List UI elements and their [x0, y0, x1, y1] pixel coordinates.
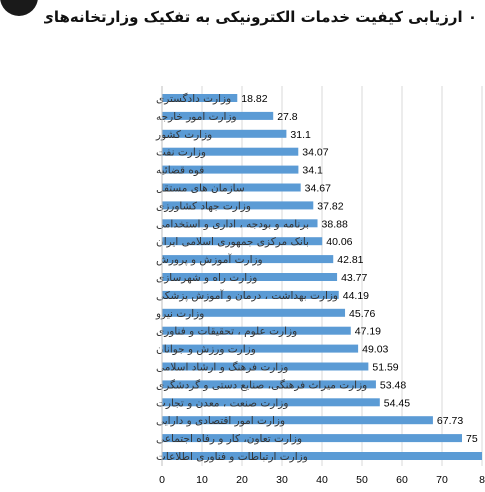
data-label: 51.59 — [372, 362, 398, 374]
category-label: وزارت جهاد کشاورزی — [156, 200, 251, 212]
data-label: 34.07 — [302, 147, 328, 159]
data-label: 38.88 — [322, 218, 348, 230]
x-tick-label: 30 — [276, 474, 288, 486]
data-label: 53.48 — [380, 379, 406, 391]
category-label: وزارت راه و شهرسازی — [156, 272, 257, 284]
category-label: وزارت آموزش و پرورش — [156, 253, 263, 266]
bar — [162, 183, 301, 192]
bar — [162, 255, 334, 264]
category-label: وزارت ارتباطات و فناوری اطلاعات — [156, 451, 308, 463]
category-label: سازمان های مستقل — [156, 183, 245, 195]
data-label: 44.19 — [343, 290, 369, 302]
category-label: برنامه و بودجه ، اداری و استخدامی — [156, 218, 309, 230]
x-tick-label: 8 — [479, 474, 485, 486]
data-label: 40.06 — [326, 236, 352, 248]
category-label: وزارت تعاون، کار و رفاه اجتماعی — [156, 433, 302, 445]
data-label: 18.82 — [241, 93, 267, 105]
bar — [162, 308, 346, 317]
category-label: وزارت فرهنگ و ارشاد اسلامی — [156, 361, 288, 374]
category-label: قوه قضائیه — [156, 165, 204, 177]
header-logo-icon — [0, 0, 38, 16]
category-label: وزارت نیرو — [155, 308, 204, 320]
category-label: وزارت امور اقتصادی و دارایی — [156, 415, 285, 427]
category-label: وزارت میراث فرهنگی، صنایع دستی و گردشگری — [156, 378, 367, 391]
category-label: وزارت بهداشت ، درمان و آموزش پزشکی — [156, 289, 338, 302]
category-label: وزارت امور خارجه — [156, 111, 237, 123]
category-label: بانک مرکزی جمهوری اسلامی ایران — [156, 236, 309, 248]
x-tick-label: 40 — [316, 474, 328, 486]
data-label: 75 — [466, 433, 478, 445]
bar — [162, 344, 359, 353]
bar — [162, 111, 274, 120]
x-tick-label: 10 — [196, 474, 208, 486]
data-label: 43.77 — [341, 272, 367, 284]
bar — [162, 362, 369, 371]
bar — [162, 165, 299, 174]
bar — [162, 290, 339, 299]
x-tick-label: 50 — [356, 474, 368, 486]
data-label: 27.8 — [277, 111, 298, 123]
category-label: وزارت نفت — [156, 147, 206, 159]
category-label: وزارت صنعت ، معدن و تجارت — [156, 397, 288, 409]
x-tick-label: 0 — [159, 474, 165, 486]
bar — [162, 219, 318, 228]
bar — [162, 273, 338, 281]
bar — [162, 380, 376, 389]
data-label: 49.03 — [362, 344, 388, 356]
data-label: 45.76 — [349, 308, 375, 320]
data-label: 37.82 — [317, 200, 343, 212]
category-label: وزارت کشور — [155, 129, 212, 141]
data-label: 42.81 — [337, 254, 363, 266]
bar — [162, 452, 482, 460]
x-tick-label: 60 — [396, 474, 408, 486]
data-label: 34.1 — [302, 165, 323, 177]
chart-title: ۰ ارزیابی کیفیت خدمات الکترونیکی به تفکی… — [44, 8, 477, 26]
category-label: وزارت علوم ، تحقیقات و فناوری — [156, 326, 297, 338]
data-label: 47.19 — [355, 326, 381, 338]
data-label: 67.73 — [437, 415, 463, 427]
category-label: وزارت دادگستری — [156, 92, 231, 105]
bar — [162, 398, 380, 407]
bar — [162, 434, 462, 443]
x-tick-label: 70 — [436, 474, 448, 486]
category-label: وزارت ورزش و جوانان — [156, 344, 256, 356]
bar — [162, 237, 323, 246]
bar — [162, 147, 299, 156]
bar — [162, 129, 287, 138]
x-tick-label: 20 — [236, 474, 248, 486]
bar — [162, 416, 433, 425]
data-label: 31.1 — [290, 129, 311, 141]
bar — [162, 326, 351, 335]
bar — [162, 94, 238, 102]
data-label: 34.67 — [305, 183, 331, 195]
bar — [162, 201, 314, 210]
data-label: 54.45 — [384, 397, 410, 409]
